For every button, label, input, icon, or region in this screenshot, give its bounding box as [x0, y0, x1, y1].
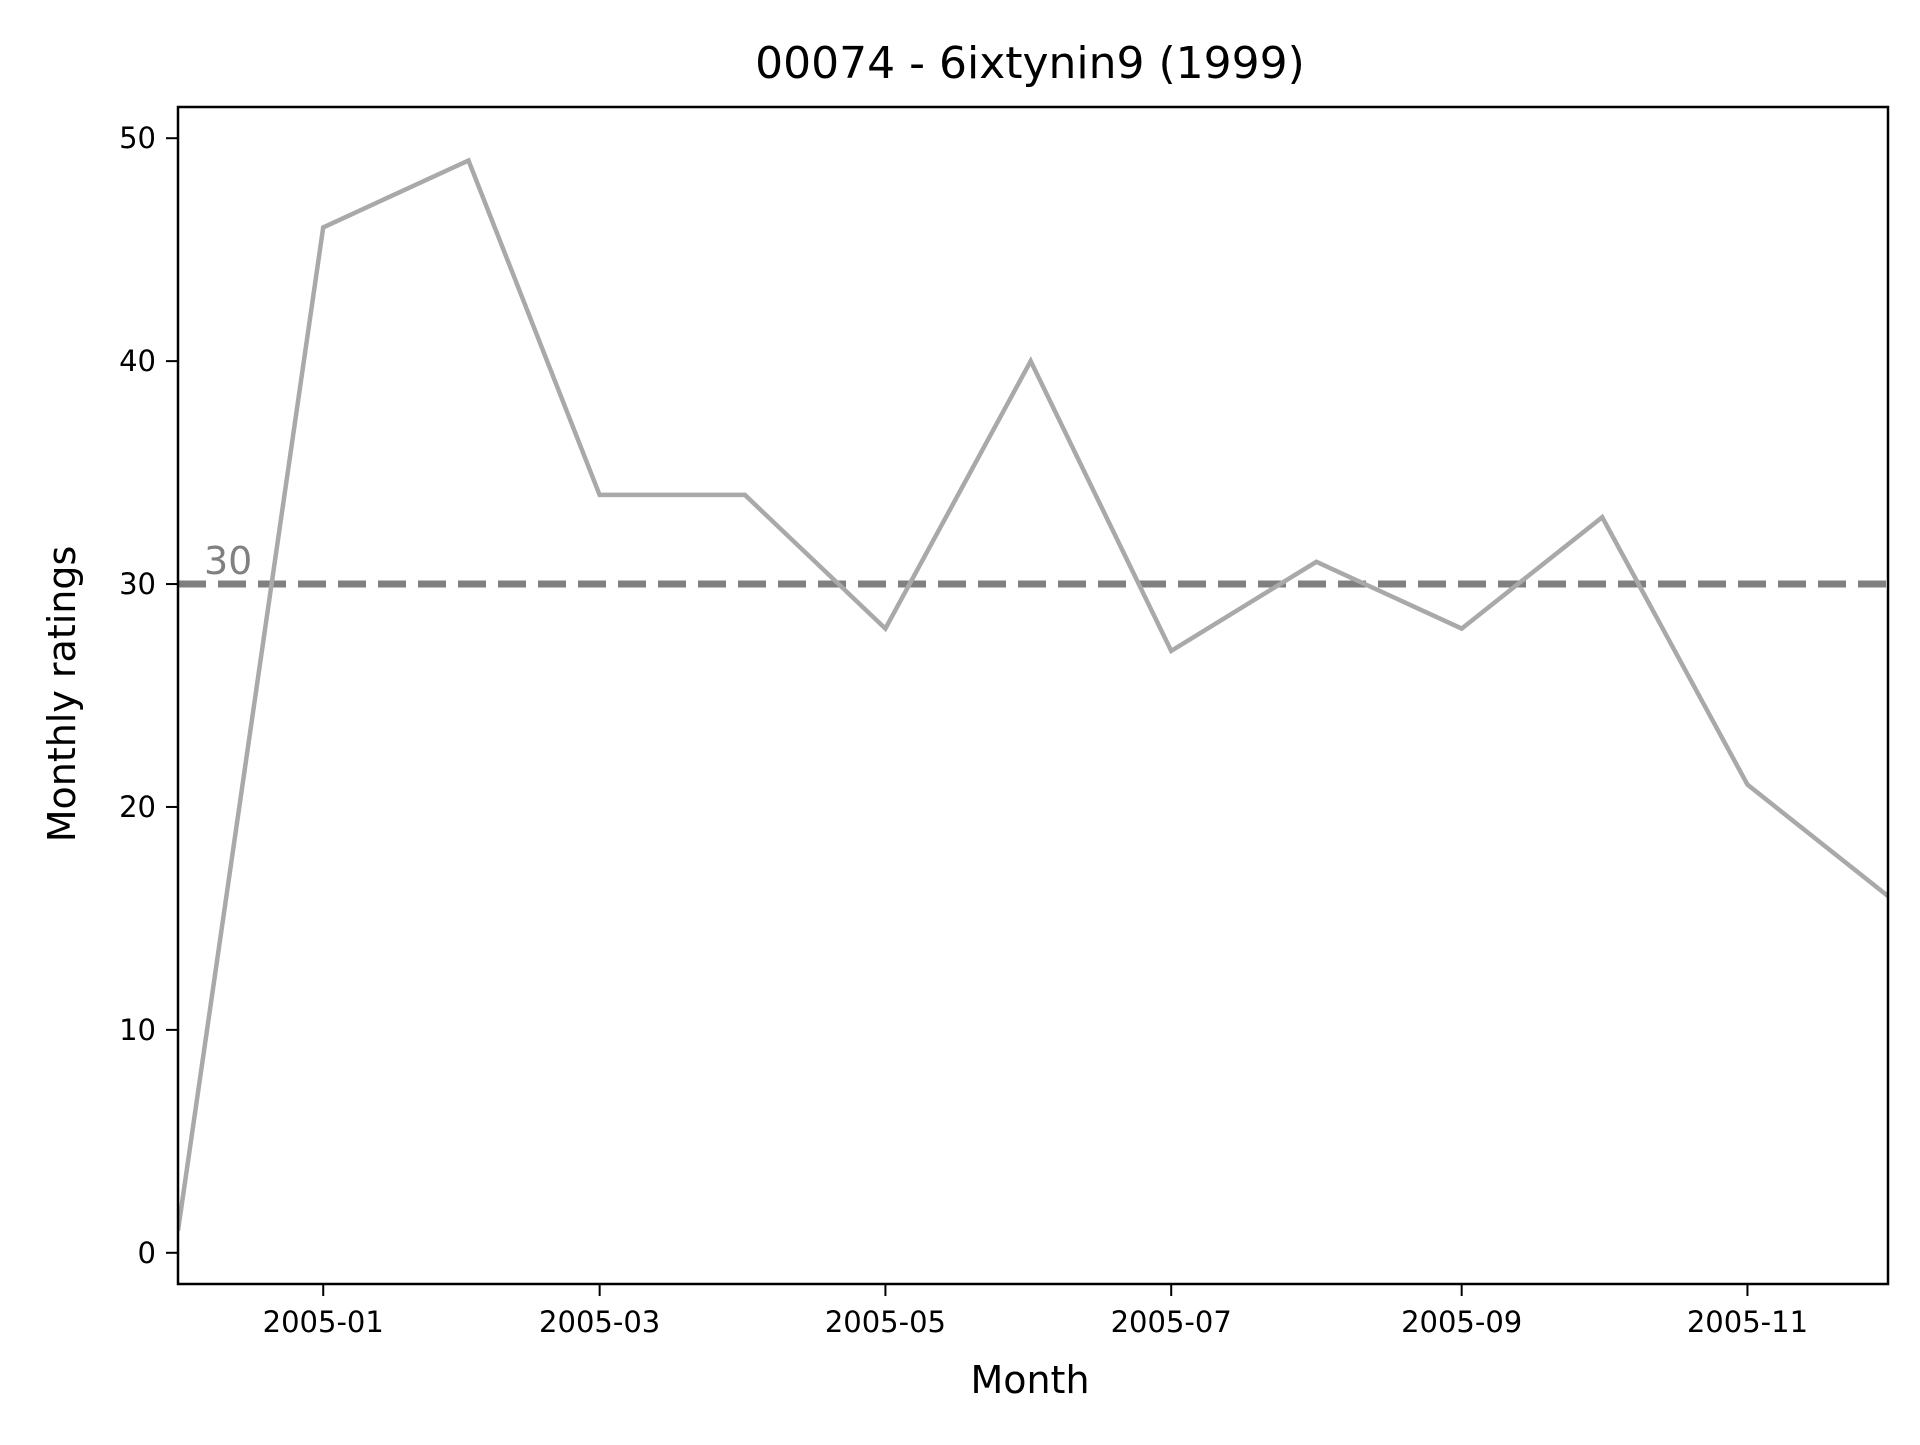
x-tick-label: 2005-01 [263, 1305, 384, 1339]
x-tick-label: 2005-03 [539, 1305, 660, 1339]
y-tick-label: 20 [119, 790, 156, 824]
x-tick-label: 2005-07 [1111, 1305, 1232, 1339]
series-line [178, 157, 1888, 1231]
y-tick-label: 50 [119, 121, 156, 155]
x-tick-label: 2005-09 [1401, 1305, 1522, 1339]
x-tick-label: 2005-05 [825, 1305, 946, 1339]
y-axis-label: Monthly ratings [40, 546, 84, 843]
x-tick-label: 2005-11 [1687, 1305, 1808, 1339]
y-tick-label: 40 [119, 344, 156, 378]
x-axis-label: Month [970, 1358, 1089, 1402]
y-tick-label: 10 [119, 1013, 156, 1047]
plot-frame [176, 105, 1890, 1286]
plot-area: 30 0 10 20 30 40 50 2005-01 2005-03 2005-05 2005-0… [119, 105, 1890, 1339]
reference-line-label: 30 [204, 539, 252, 583]
y-tick-label: 30 [119, 567, 156, 601]
chart-title: 00074 - 6ixtynin9 (1999) [755, 38, 1305, 89]
y-tick-label: 0 [138, 1236, 156, 1270]
